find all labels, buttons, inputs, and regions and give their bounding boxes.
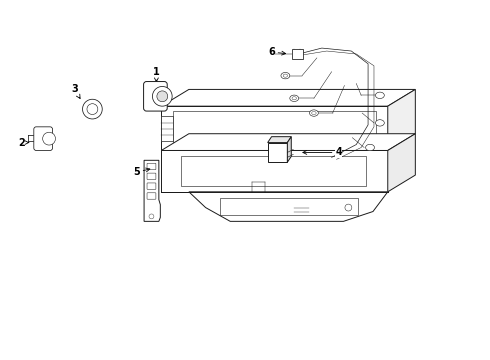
Polygon shape [161,106,388,150]
Polygon shape [161,89,416,106]
Text: 3: 3 [71,84,80,99]
Polygon shape [144,160,160,221]
FancyBboxPatch shape [292,49,303,59]
Text: 2: 2 [18,138,29,148]
Text: 1: 1 [153,67,160,82]
Polygon shape [189,192,388,221]
Polygon shape [388,89,416,150]
Circle shape [152,86,172,106]
Ellipse shape [281,72,290,79]
FancyBboxPatch shape [144,82,167,111]
Text: 5: 5 [133,167,150,177]
Ellipse shape [375,92,384,99]
Circle shape [82,99,102,119]
Ellipse shape [290,95,299,102]
Ellipse shape [310,110,318,116]
Polygon shape [388,134,416,192]
FancyBboxPatch shape [34,127,52,150]
Polygon shape [161,134,416,150]
Text: 4: 4 [303,148,342,157]
Polygon shape [287,137,291,162]
Polygon shape [268,143,287,162]
Ellipse shape [375,120,384,126]
Text: 6: 6 [268,47,286,57]
Circle shape [43,132,55,145]
Circle shape [157,91,168,102]
Ellipse shape [366,144,374,151]
Polygon shape [161,116,173,141]
Polygon shape [161,150,388,192]
Polygon shape [268,137,291,143]
